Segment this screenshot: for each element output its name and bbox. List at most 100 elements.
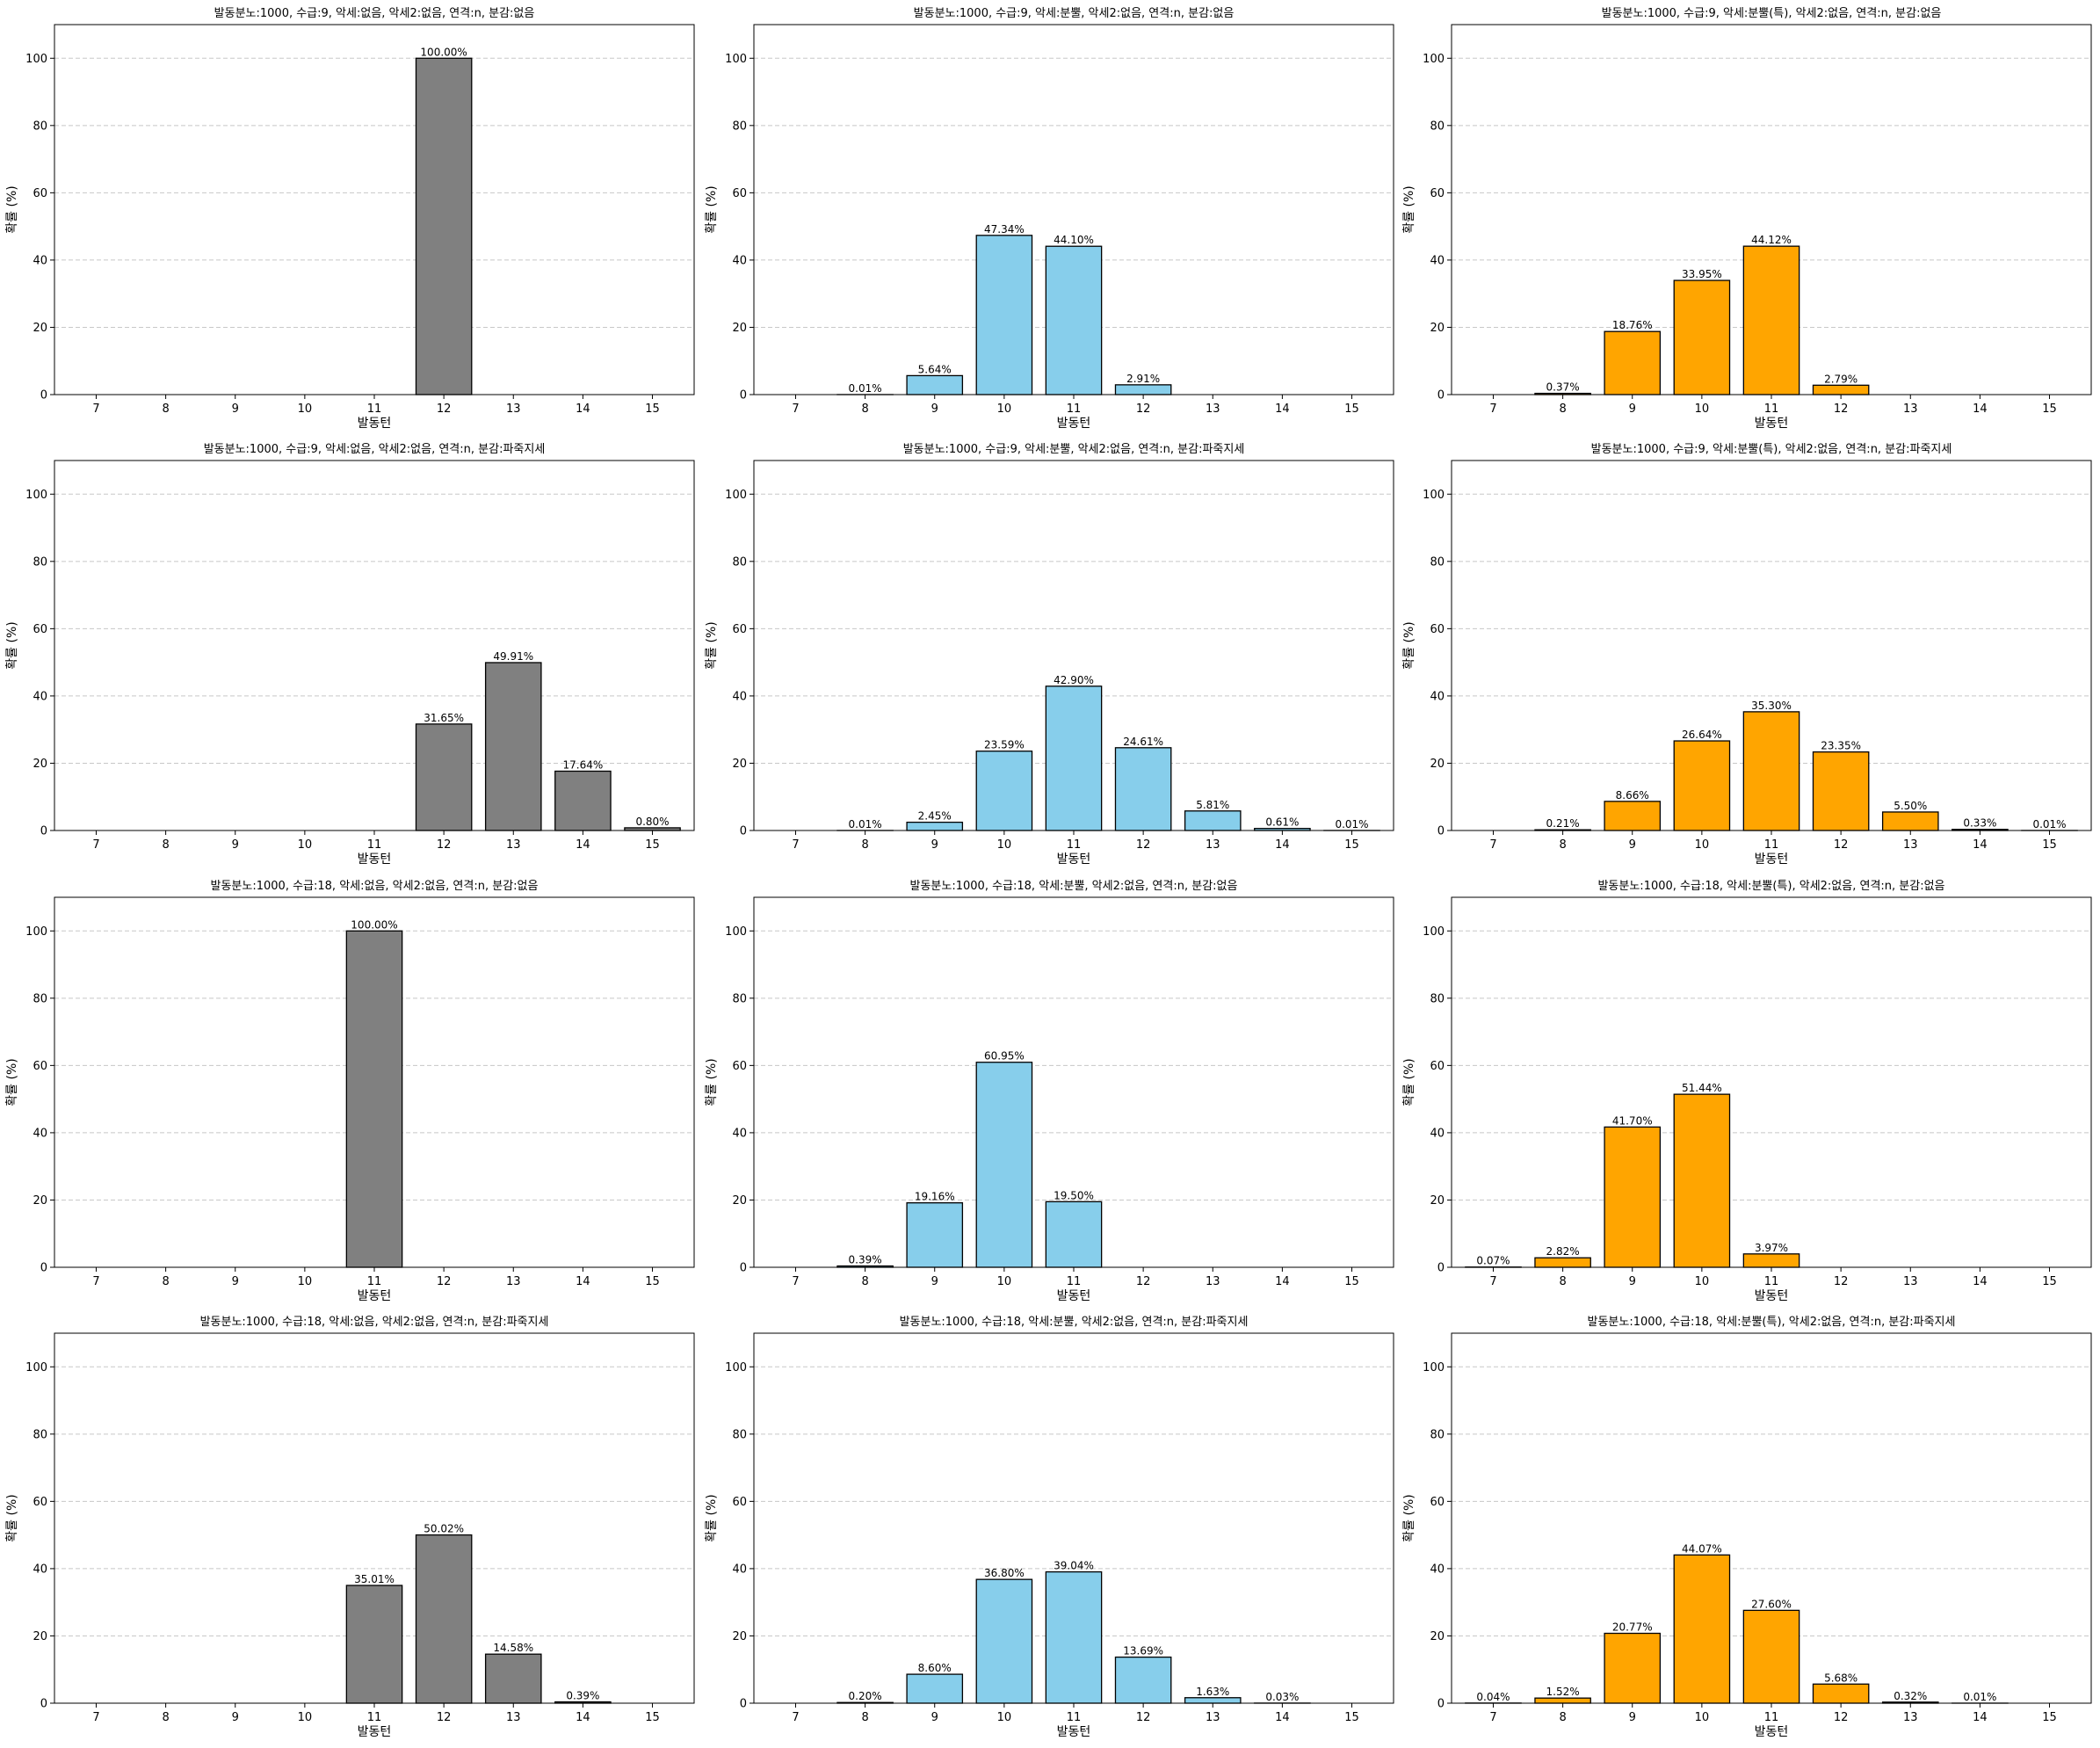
data-label-9: 41.70% (1612, 1114, 1653, 1127)
data-label-9: 20.77% (1612, 1621, 1653, 1634)
data-label-8: 0.21% (1546, 817, 1580, 830)
bar-10 (975, 751, 1033, 831)
y-tick-label: 60 (1430, 623, 1445, 636)
bar-13 (1184, 810, 1242, 831)
x-tick-label: 12 (437, 1711, 452, 1724)
bar-11 (1742, 711, 1800, 831)
x-tick-label: 8 (1559, 1711, 1566, 1724)
x-tick-label: 9 (931, 403, 938, 416)
x-tick-label: 15 (2042, 403, 2057, 416)
bar-12 (1812, 384, 1870, 395)
bar-12 (1812, 751, 1870, 831)
data-label-8: 0.39% (849, 1254, 882, 1266)
x-tick-label: 15 (645, 1711, 660, 1724)
x-tick-label: 15 (645, 1275, 660, 1288)
y-tick-label: 100 (25, 53, 47, 66)
x-tick-label: 9 (1629, 403, 1636, 416)
chart-title: 발동분노:1000, 수급:9, 악세:분뿔, 악세2:없음, 연격:n, 분감… (903, 443, 1245, 456)
x-tick-label: 14 (1973, 1275, 1988, 1288)
data-label-10: 26.64% (1682, 729, 1722, 741)
x-tick-label: 12 (437, 403, 452, 416)
chart-title: 발동분노:1000, 수급:9, 악세:없음, 악세2:없음, 연격:n, 분감… (214, 7, 535, 20)
x-tick-label: 14 (576, 1275, 590, 1288)
y-tick-label: 0 (40, 1262, 47, 1275)
x-tick-label: 7 (792, 1275, 799, 1288)
bar-13 (1184, 1697, 1242, 1704)
x-tick-label: 13 (1903, 403, 1918, 416)
data-label-11: 27.60% (1751, 1598, 1792, 1610)
chart-title: 발동분노:1000, 수급:9, 악세:분뿔, 악세2:없음, 연격:n, 분감… (914, 7, 1235, 20)
x-tick-label: 8 (1559, 1275, 1566, 1288)
axes-frame (753, 460, 1394, 831)
y-tick-label: 0 (1437, 389, 1445, 403)
y-tick-label: 20 (33, 758, 47, 771)
y-axis-label: 확률 (%) (705, 185, 719, 233)
chart-panel-10: 발동분노:1000, 수급:18, 악세:없음, 악세2:없음, 연격:n, 분… (5, 1316, 695, 1739)
x-tick-label: 10 (997, 1275, 1012, 1288)
chart-panel-8: 발동분노:1000, 수급:18, 악세:분뿔, 악세2:없음, 연격:n, 분… (705, 880, 1394, 1303)
x-tick-label: 7 (1489, 403, 1496, 416)
chart-panel-9: 발동분노:1000, 수급:18, 악세:분뿔(특), 악세2:없음, 연격:n… (1402, 880, 2092, 1303)
axes-frame (54, 460, 695, 831)
bar-11 (1742, 1253, 1800, 1268)
axes-frame (54, 24, 695, 395)
y-axis-label: 확률 (%) (705, 621, 719, 669)
x-tick-label: 8 (1559, 403, 1566, 416)
y-axis-label: 확률 (%) (1402, 621, 1416, 669)
bar-13 (484, 1653, 542, 1704)
y-tick-label: 60 (732, 623, 747, 636)
chart-panel-11: 발동분노:1000, 수급:18, 악세:분뿔, 악세2:없음, 연격:n, 분… (705, 1316, 1394, 1739)
axes-frame (1451, 24, 2092, 395)
y-tick-label: 40 (33, 1127, 47, 1140)
data-label-10: 33.95% (1682, 268, 1722, 280)
x-tick-label: 15 (1344, 1711, 1359, 1724)
bar-10 (975, 235, 1033, 395)
y-tick-label: 80 (33, 555, 47, 569)
bar-9 (906, 1673, 964, 1704)
y-tick-label: 20 (33, 1194, 47, 1208)
x-tick-label: 12 (1834, 1275, 1849, 1288)
x-tick-label: 10 (997, 1711, 1012, 1724)
x-axis-label: 발동턴 (1057, 1289, 1091, 1303)
axes-frame (753, 24, 1394, 395)
x-tick-label: 9 (931, 838, 938, 852)
bar-9 (906, 821, 964, 831)
chart-title: 발동분노:1000, 수급:18, 악세:없음, 악세2:없음, 연격:n, 분… (200, 1316, 549, 1329)
x-tick-label: 12 (437, 1275, 452, 1288)
x-tick-label: 11 (367, 403, 382, 416)
data-label-13: 49.91% (493, 650, 533, 663)
bar-8 (1534, 1697, 1591, 1704)
data-label-13: 5.81% (1196, 799, 1229, 811)
x-tick-label: 10 (997, 403, 1012, 416)
x-tick-label: 14 (576, 1711, 590, 1724)
y-tick-label: 20 (1430, 322, 1445, 335)
y-tick-label: 40 (33, 1563, 47, 1576)
x-axis-label: 발동턴 (1755, 1289, 1789, 1303)
data-label-10: 36.80% (984, 1567, 1025, 1579)
bar-9 (1604, 1632, 1662, 1704)
data-label-10: 44.07% (1682, 1542, 1722, 1555)
data-label-9: 18.76% (1612, 319, 1653, 331)
x-tick-label: 12 (1136, 403, 1151, 416)
y-tick-label: 100 (725, 489, 747, 502)
x-tick-label: 13 (1903, 838, 1918, 852)
x-tick-label: 7 (92, 1711, 99, 1724)
y-tick-label: 100 (725, 925, 747, 939)
x-tick-label: 9 (232, 838, 239, 852)
x-tick-label: 14 (1275, 1275, 1290, 1288)
x-tick-label: 10 (298, 403, 313, 416)
data-label-11: 35.01% (354, 1573, 395, 1585)
data-label-10: 47.34% (984, 223, 1025, 236)
y-tick-label: 40 (1430, 1127, 1445, 1140)
x-tick-label: 7 (92, 403, 99, 416)
chart-panel-2: 발동분노:1000, 수급:9, 악세:분뿔, 악세2:없음, 연격:n, 분감… (705, 7, 1394, 431)
y-tick-label: 80 (1430, 555, 1445, 569)
bar-8 (1534, 1257, 1591, 1268)
x-tick-label: 11 (367, 838, 382, 852)
y-tick-label: 60 (33, 187, 47, 200)
x-tick-label: 14 (1275, 838, 1290, 852)
y-tick-label: 100 (1423, 925, 1445, 939)
chart-title: 발동분노:1000, 수급:18, 악세:분뿔, 악세2:없음, 연격:n, 분… (910, 880, 1238, 893)
y-axis-label: 확률 (%) (1402, 1058, 1416, 1106)
x-tick-label: 11 (367, 1275, 382, 1288)
